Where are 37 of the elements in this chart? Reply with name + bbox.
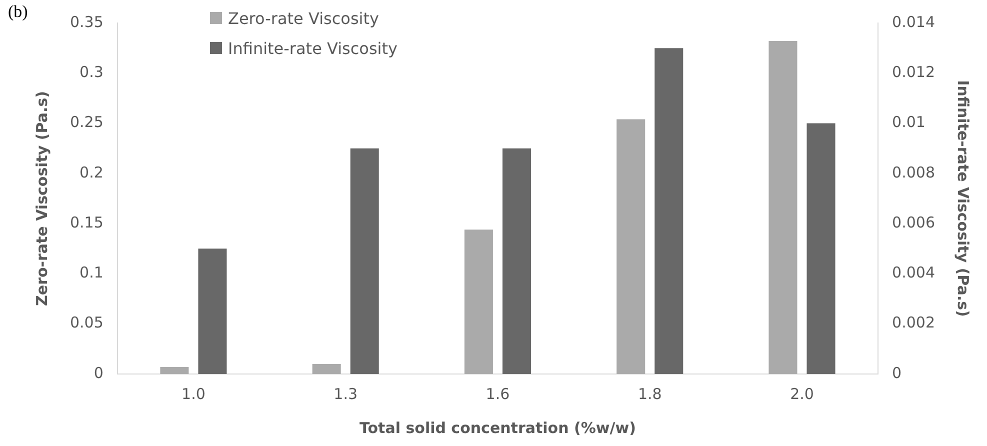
y2-tick-label: 0.002	[892, 314, 936, 332]
y-tick-label: 0.15	[70, 213, 104, 232]
bar	[768, 41, 798, 374]
bar	[502, 148, 532, 374]
x-tick-label: 1.3	[334, 384, 358, 403]
bar	[312, 364, 341, 374]
y-tick-label: 0.2	[80, 163, 104, 182]
bar	[160, 366, 189, 374]
y2-tick-label: 0.006	[892, 213, 936, 232]
y2-axis-title: Infinite-rate Viscosity (Pa.s)	[954, 80, 972, 317]
legend-label: Zero-rate Viscosity	[228, 8, 379, 28]
bar	[616, 119, 646, 374]
y2-tick-label: 0.004	[892, 264, 936, 282]
bar	[198, 248, 227, 374]
y-tick-label: 0.35	[70, 12, 104, 31]
y2-tick-label: 0.012	[892, 63, 936, 82]
y2-tick-label: 0.014	[892, 12, 936, 31]
y2-tick-label: 0	[892, 364, 902, 382]
y-axis-title: Zero-rate Viscosity (Pa.s)	[32, 91, 51, 306]
y-tick-label: 0.1	[80, 264, 104, 282]
x-tick-label: 1.6	[486, 384, 510, 403]
y-tick-label: 0	[94, 364, 104, 382]
legend-label: Infinite-rate Viscosity	[228, 38, 398, 58]
x-tick-label: 2.0	[790, 384, 814, 403]
bar	[350, 148, 379, 374]
y-tick-label: 0.05	[70, 314, 104, 332]
x-tick-label: 1.8	[638, 384, 662, 403]
bar	[806, 123, 836, 374]
y2-tick-label: 0.008	[892, 163, 936, 182]
x-axis-title: Total solid concentration (%w/w)	[360, 418, 636, 437]
x-tick-label: 1.0	[182, 384, 206, 403]
y-tick-label: 0.3	[80, 63, 104, 82]
text: (b)	[8, 2, 28, 22]
y-tick-label: 0.25	[70, 113, 104, 132]
bar	[464, 230, 493, 374]
y2-tick-label: 0.01	[892, 113, 926, 132]
bar	[654, 48, 684, 374]
